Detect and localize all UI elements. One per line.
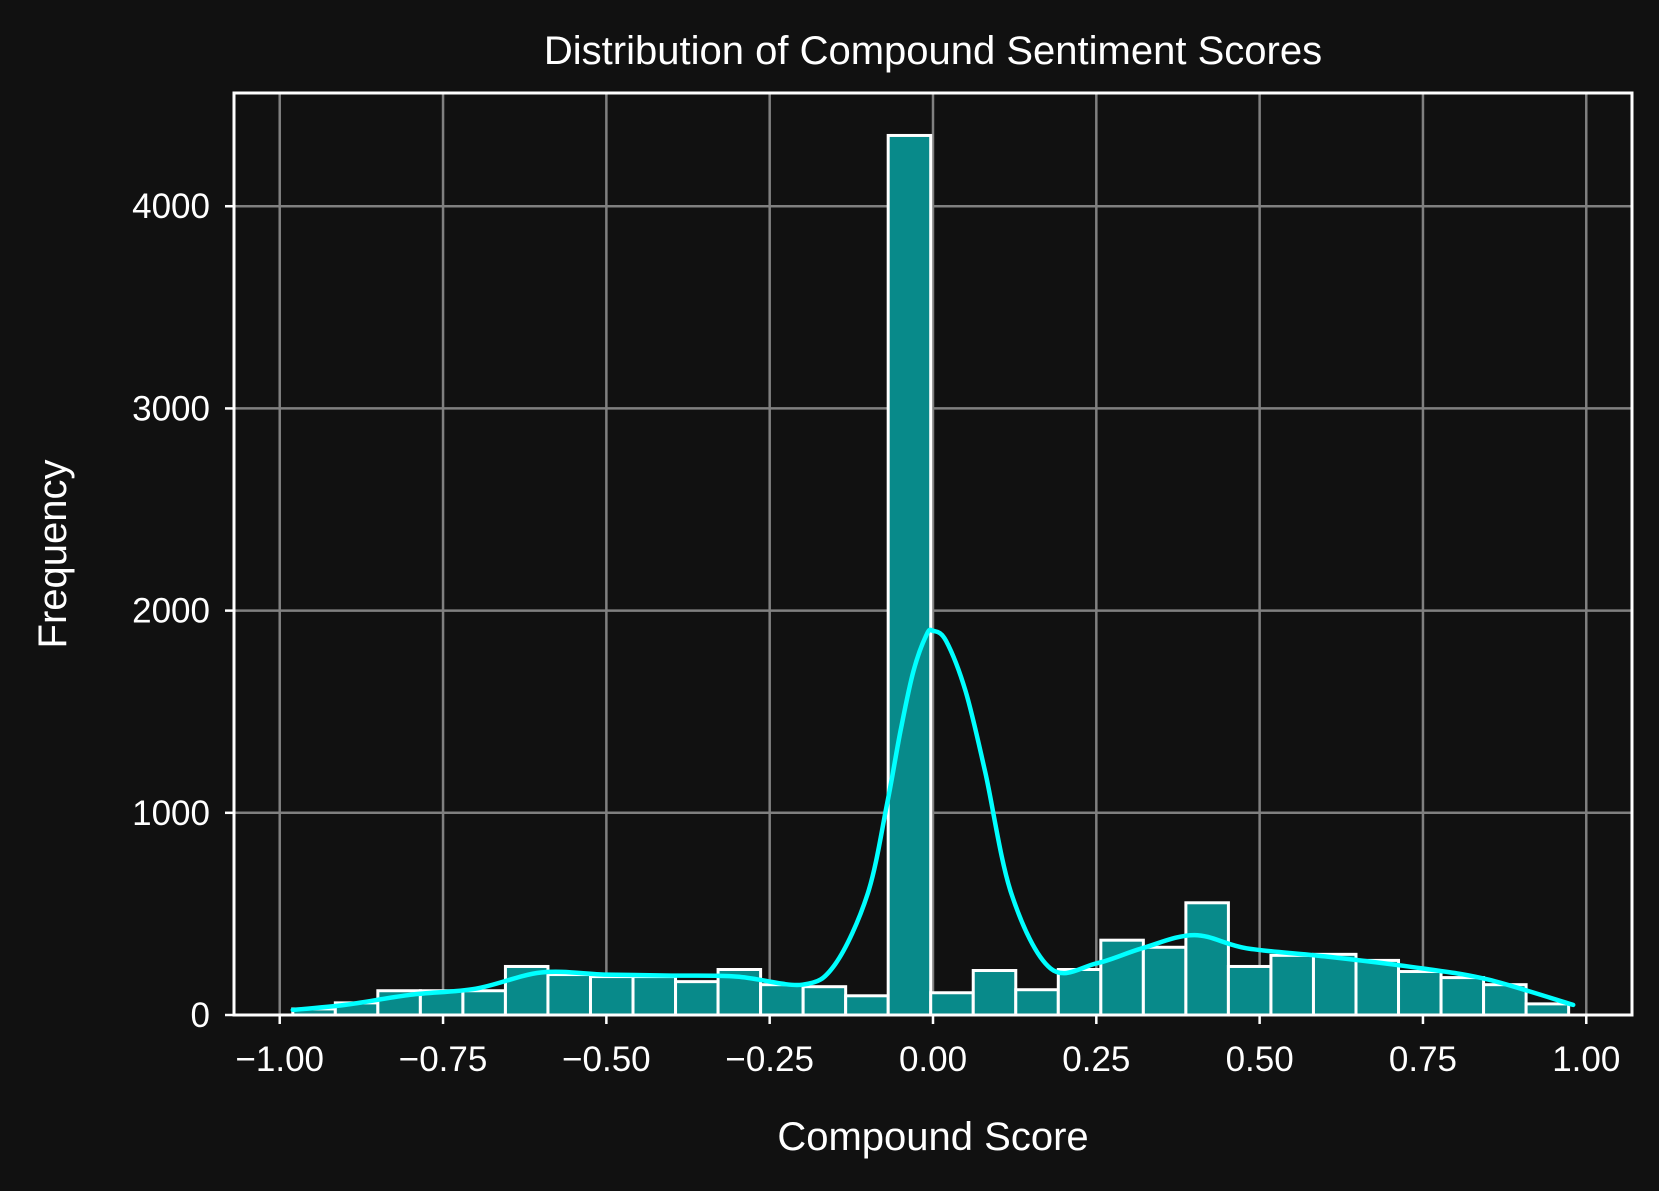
histogram-bar — [1184, 901, 1230, 1017]
x-tick-label: −0.75 — [399, 1040, 488, 1079]
histogram-bar — [1056, 968, 1103, 1017]
histogram-bar — [1099, 938, 1145, 1017]
y-tick-label: 3000 — [132, 389, 210, 428]
y-tick-label: 0 — [191, 996, 210, 1035]
histogram-bar — [759, 983, 805, 1017]
histogram-bar — [461, 989, 507, 1017]
histogram-bar — [886, 133, 933, 1017]
histogram-bar — [674, 980, 720, 1017]
x-axis-label: Compound Score — [777, 1115, 1088, 1159]
x-tick-label: 0.25 — [1062, 1040, 1130, 1079]
histogram-bar — [1141, 945, 1188, 1017]
histogram-bar — [1354, 958, 1401, 1017]
kde-curve — [290, 627, 1576, 1013]
x-tick-label: −0.25 — [725, 1040, 814, 1079]
histogram-bar — [1014, 988, 1060, 1017]
x-tick-label: 0.75 — [1389, 1040, 1457, 1079]
y-tick-label: 4000 — [132, 187, 210, 226]
y-axis-label: Frequency — [31, 460, 75, 649]
x-tick-label: −1.00 — [235, 1040, 324, 1079]
histogram-bar — [929, 991, 975, 1017]
histogram-bar — [1439, 976, 1486, 1017]
chart-title: Distribution of Compound Sentiment Score… — [544, 29, 1322, 73]
histogram-bar — [1397, 970, 1443, 1017]
histogram-bar — [801, 985, 848, 1017]
histogram-bar — [1524, 1002, 1571, 1017]
x-tick-label: 0.50 — [1226, 1040, 1294, 1079]
axis-ticks: −1.00 −0.75 −0.50 −0.25 0.00 0.25 0.50 0.75 1.00… — [132, 187, 1620, 1079]
x-tick-label: 0.00 — [899, 1040, 967, 1079]
histogram-bar — [1226, 964, 1273, 1017]
histogram-bar — [1311, 952, 1358, 1017]
histogram-bar — [1269, 953, 1315, 1017]
grid — [234, 93, 1632, 1015]
histogram-bar — [631, 975, 678, 1017]
histogram-bar — [971, 969, 1018, 1017]
histogram-bar — [588, 975, 635, 1017]
histogram-bar — [844, 994, 890, 1017]
x-tick-label: −0.50 — [562, 1040, 651, 1079]
histogram-bar — [546, 973, 592, 1017]
kde-curve-layer — [290, 627, 1576, 1013]
x-tick-label: 1.00 — [1552, 1040, 1620, 1079]
y-tick-label: 2000 — [132, 592, 210, 631]
y-tick-label: 1000 — [132, 794, 210, 833]
